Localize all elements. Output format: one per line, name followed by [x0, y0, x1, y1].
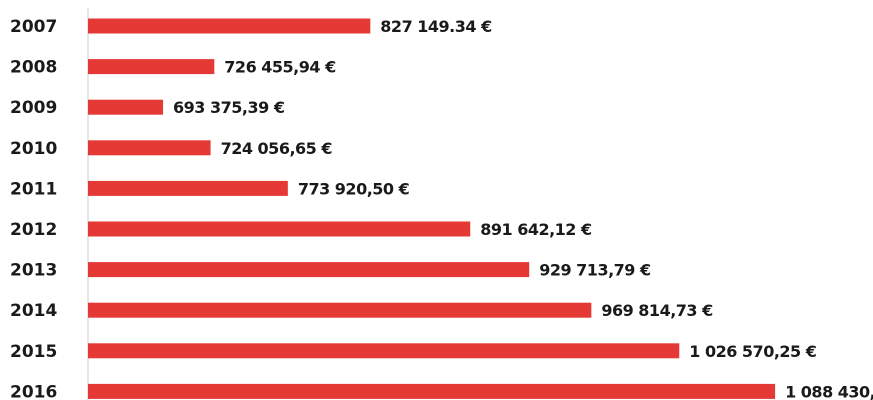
data-label-2007: 827 149.34 €: [380, 17, 492, 36]
bar-2016: [88, 383, 776, 399]
data-label-2014: 969 814,73 €: [601, 301, 713, 320]
y-tick-label-2012: 2012: [10, 220, 57, 240]
bars: [88, 18, 776, 399]
data-label-2012: 891 642,12 €: [480, 220, 592, 239]
y-tick-label-2009: 2009: [10, 98, 57, 118]
y-tick-label-2007: 2007: [10, 17, 57, 37]
bar-2015: [88, 343, 680, 359]
data-label-2010: 724 056,65 €: [221, 139, 333, 158]
y-tick-label-2015: 2015: [10, 342, 57, 362]
y-tick-label-2016: 2016: [10, 382, 57, 400]
bar-2007: [88, 18, 371, 34]
bar-2013: [88, 262, 530, 278]
bar-2008: [88, 59, 215, 75]
bar-2012: [88, 221, 471, 237]
bar-2014: [88, 302, 592, 318]
y-tick-label-2014: 2014: [10, 301, 57, 321]
y-tick-label-2013: 2013: [10, 261, 57, 281]
bar-2011: [88, 180, 288, 196]
data-label-2015: 1 026 570,25 €: [689, 342, 816, 361]
y-tick-labels: 2007 2008 2009 2010 2011 2012 2013 2014 2015 2016: [10, 17, 57, 400]
y-tick-label-2011: 2011: [10, 179, 57, 199]
bar-2010: [88, 140, 211, 156]
data-label-2008: 726 455,94 €: [224, 58, 336, 77]
bar-2009: [88, 99, 164, 115]
y-tick-label-2008: 2008: [10, 58, 57, 78]
data-label-2011: 773 920,50 €: [298, 179, 410, 198]
data-labels: 827 149.34 € 726 455,94 € 693 375,39 € 724 …: [173, 17, 873, 400]
data-label-2013: 929 713,79 €: [539, 261, 651, 280]
y-tick-label-2010: 2010: [10, 139, 57, 159]
data-label-2016: 1 088 430,43 €: [785, 382, 873, 400]
data-label-2009: 693 375,39 €: [173, 98, 285, 117]
